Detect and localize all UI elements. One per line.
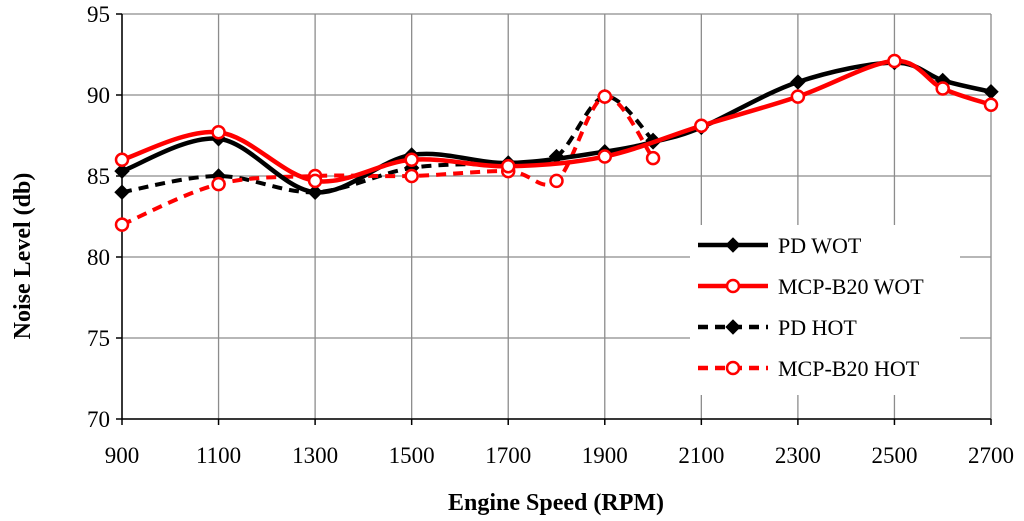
legend-marker-pd-hot	[725, 319, 741, 335]
legend-label-pd-hot: PD HOT	[778, 315, 857, 340]
data-point-mcp-b20-wot	[887, 53, 902, 69]
legend-item-mcp-b20-wot: MCP-B20 WOT	[698, 274, 924, 299]
legend-marker-mcp-b20-wot	[725, 278, 741, 294]
data-point-mcp-b20-wot	[790, 89, 806, 104]
data-point-mcp-b20-wot	[983, 97, 999, 112]
legend-label-mcp-b20-wot: MCP-B20 WOT	[778, 274, 924, 299]
legend-item-pd-hot: PD HOT	[698, 315, 857, 340]
y-tick-label: 70	[87, 407, 110, 432]
data-point-pd-wot	[983, 84, 999, 100]
data-point-mcp-b20-hot	[645, 150, 661, 166]
legend-label-pd-wot: PD WOT	[778, 233, 862, 258]
series-pd-hot	[114, 88, 661, 200]
legend: PD WOT MCP-B20 WOT PD HOT MCP-B20 HOT	[690, 225, 960, 395]
legend-marker-pd-wot	[725, 237, 741, 253]
data-point-mcp-b20-wot	[114, 152, 130, 168]
x-tick-label: 2700	[968, 443, 1014, 468]
y-tick-label: 90	[87, 83, 110, 108]
data-point-pd-hot	[114, 184, 130, 200]
data-point-mcp-b20-hot	[404, 168, 419, 184]
series-line-pd-wot	[121, 60, 992, 195]
y-tick-label: 75	[87, 326, 110, 351]
data-point-pd-wot	[307, 184, 323, 200]
data-point-mcp-b20-wot	[404, 152, 419, 168]
y-tick-label: 85	[87, 164, 110, 189]
axes: 70 75 80 85 90 95 900 1100 1300 1500 1700 1900 2100 2…	[87, 2, 1014, 468]
legend-marker-mcp-b20-hot	[725, 360, 741, 376]
x-tick-label: 2100	[678, 443, 724, 468]
x-tick-label: 2300	[775, 443, 821, 468]
data-point-mcp-b20-hot	[549, 173, 564, 189]
x-tick-label: 900	[105, 443, 140, 468]
data-point-pd-wot	[790, 74, 806, 90]
series-mcp-b20-hot	[114, 89, 661, 232]
legend-label-mcp-b20-hot: MCP-B20 HOT	[778, 356, 920, 381]
data-point-mcp-b20-wot	[597, 149, 613, 164]
x-tick-label: 1300	[292, 443, 338, 468]
data-point-mcp-b20-hot	[114, 217, 130, 232]
data-point-mcp-b20-hot	[211, 176, 226, 192]
x-tick-label: 1100	[196, 443, 241, 468]
y-axis-title: Noise Level (db)	[10, 173, 36, 340]
x-tick-label: 1500	[389, 443, 435, 468]
data-point-pd-wot	[114, 163, 130, 179]
series-layer	[114, 53, 999, 232]
data-point-mcp-b20-hot	[597, 89, 613, 104]
legend-item-pd-wot: PD WOT	[698, 233, 862, 258]
data-point-mcp-b20-wot	[500, 159, 516, 174]
series-line-mcp-b20-wot	[121, 58, 992, 184]
data-point-mcp-b20-wot	[211, 125, 226, 140]
x-tick-label: 2500	[871, 443, 917, 468]
data-point-mcp-b20-wot	[307, 173, 323, 189]
legend-item-mcp-b20-hot: MCP-B20 HOT	[698, 356, 920, 381]
x-axis-title: Engine Speed (RPM)	[448, 490, 664, 516]
y-tick-label: 80	[87, 245, 110, 270]
x-tick-label: 1900	[582, 443, 628, 468]
series-mcp-b20-wot	[114, 53, 999, 189]
data-point-mcp-b20-wot	[935, 81, 950, 96]
data-point-mcp-b20-wot	[694, 118, 709, 134]
y-tick-label: 95	[87, 2, 110, 27]
x-tick-label: 1700	[485, 443, 531, 468]
